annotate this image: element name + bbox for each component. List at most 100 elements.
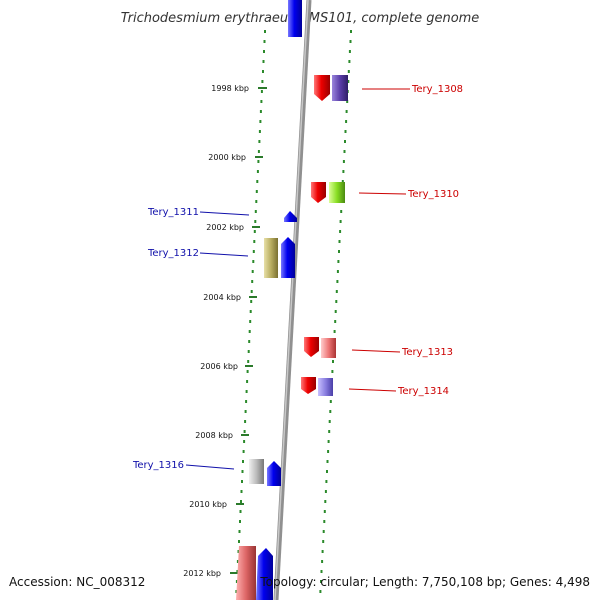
track-dot: [349, 40, 352, 43]
track-dot: [254, 220, 257, 223]
track-dot: [324, 500, 327, 503]
track-dot: [334, 320, 337, 323]
track-dot: [250, 290, 253, 293]
track-dot: [344, 140, 346, 143]
accession-text: Accession: NC_008312: [9, 575, 145, 589]
gene-arrow-tery-1310-b[interactable]: [329, 182, 345, 203]
track-dot: [350, 30, 352, 33]
gene-arrow-tery-1308-a[interactable]: [314, 75, 330, 101]
track-dot: [242, 460, 244, 463]
gene-arrow-tery-1310-a[interactable]: [311, 182, 326, 203]
track-dot: [260, 90, 263, 93]
track-dot: [326, 470, 328, 473]
track-dot: [347, 70, 350, 73]
gene-label-tery-1313[interactable]: Tery_1313: [401, 347, 453, 358]
track-dot: [339, 230, 342, 233]
gene-arrow-tery-1313-a[interactable]: [304, 337, 319, 357]
track-dot: [253, 230, 256, 233]
gene-label-tery-1308[interactable]: Tery_1308: [411, 84, 463, 95]
track-dot: [348, 50, 351, 53]
track-dot: [321, 550, 324, 553]
scale-label: 2012 kbp: [183, 569, 221, 578]
track-dot: [340, 210, 343, 213]
track-dot: [321, 560, 324, 563]
gene-arrow-tery-1313-b[interactable]: [321, 338, 336, 358]
track-dot: [338, 240, 341, 243]
track-dot: [332, 360, 334, 363]
track-dot: [241, 470, 244, 473]
track-dot: [329, 400, 332, 403]
gene-label-tery-1316[interactable]: Tery_1316: [132, 460, 184, 471]
track-dot: [335, 290, 338, 293]
track-dot: [346, 100, 349, 103]
gene-label-tery-1312[interactable]: Tery_1312: [147, 248, 199, 259]
track-dot: [322, 530, 325, 533]
track-dot: [326, 460, 329, 463]
track-dot: [257, 160, 260, 163]
track-dot: [262, 70, 264, 73]
track-dot: [252, 260, 255, 263]
gene-arrow-tery-1311[interactable]: [284, 211, 297, 222]
gene-arrow-tery-1316-a[interactable]: [249, 459, 264, 484]
track-dot: [238, 540, 240, 543]
track-dot: [243, 440, 246, 443]
track-dot: [261, 80, 264, 83]
track-dot: [333, 330, 336, 333]
gene-arrow-tery-1308-b[interactable]: [332, 75, 348, 101]
gene-label-tery-1310[interactable]: Tery_1310: [407, 189, 459, 200]
gene-label-tery-1311[interactable]: Tery_1311: [147, 207, 199, 218]
scale-label: 2010 kbp: [189, 500, 227, 509]
track-dot: [337, 260, 340, 263]
genome-backbone-highlight: [274, 0, 309, 600]
gene-arrow-bottom-a[interactable]: [236, 546, 256, 600]
track-dot: [323, 520, 326, 523]
gene-arrow-tery-1316-b[interactable]: [267, 461, 281, 486]
track-dot: [345, 110, 348, 113]
gene-arrow-bottom-b[interactable]: [256, 548, 273, 600]
track-dot: [259, 110, 262, 113]
track-dot: [344, 130, 347, 133]
track-dot: [320, 570, 323, 573]
gene-arrow-tery-1312-a[interactable]: [264, 238, 278, 278]
track-dot: [246, 370, 249, 373]
scale-label: 1998 kbp: [211, 84, 249, 93]
track-dot: [235, 580, 238, 583]
track-dot: [264, 30, 266, 33]
track-dot: [245, 390, 248, 393]
track-dot: [240, 490, 243, 493]
track-dot: [255, 200, 258, 203]
forward-strand-genes: [236, 0, 302, 600]
track-dot: [348, 60, 351, 63]
track-dot: [249, 320, 252, 323]
track-dot: [341, 180, 344, 183]
gene-arrow-tery-1314-a[interactable]: [301, 377, 316, 394]
track-dot: [251, 270, 254, 273]
track-dot: [235, 590, 238, 593]
track-dot: [328, 420, 331, 423]
track-dot: [323, 510, 326, 513]
track-dot: [336, 280, 339, 283]
track-dot: [242, 450, 245, 453]
gene-arrow-tery-1314-b[interactable]: [318, 378, 333, 396]
track-dot: [248, 330, 251, 333]
track-dot: [338, 250, 340, 253]
scale-ticks: [230, 87, 267, 574]
gene-label-tery-1314[interactable]: Tery_1314: [397, 386, 449, 397]
track-dot: [255, 190, 258, 193]
track-dot: [259, 120, 262, 123]
leader-line: [185, 464, 235, 470]
track-dot: [258, 140, 261, 143]
track-dot: [345, 120, 348, 123]
scale-label: 2008 kbp: [195, 431, 233, 440]
track-dot: [237, 550, 240, 553]
scale-label: 2006 kbp: [200, 362, 238, 371]
track-dot: [253, 240, 256, 243]
track-dot: [243, 430, 246, 433]
gene-arrow-top[interactable]: [288, 0, 302, 37]
track-dot: [236, 570, 239, 573]
track-dot: [239, 520, 241, 523]
track-dot: [327, 450, 330, 453]
track-dot: [258, 130, 261, 133]
gene-arrow-tery-1312-b[interactable]: [281, 237, 295, 278]
